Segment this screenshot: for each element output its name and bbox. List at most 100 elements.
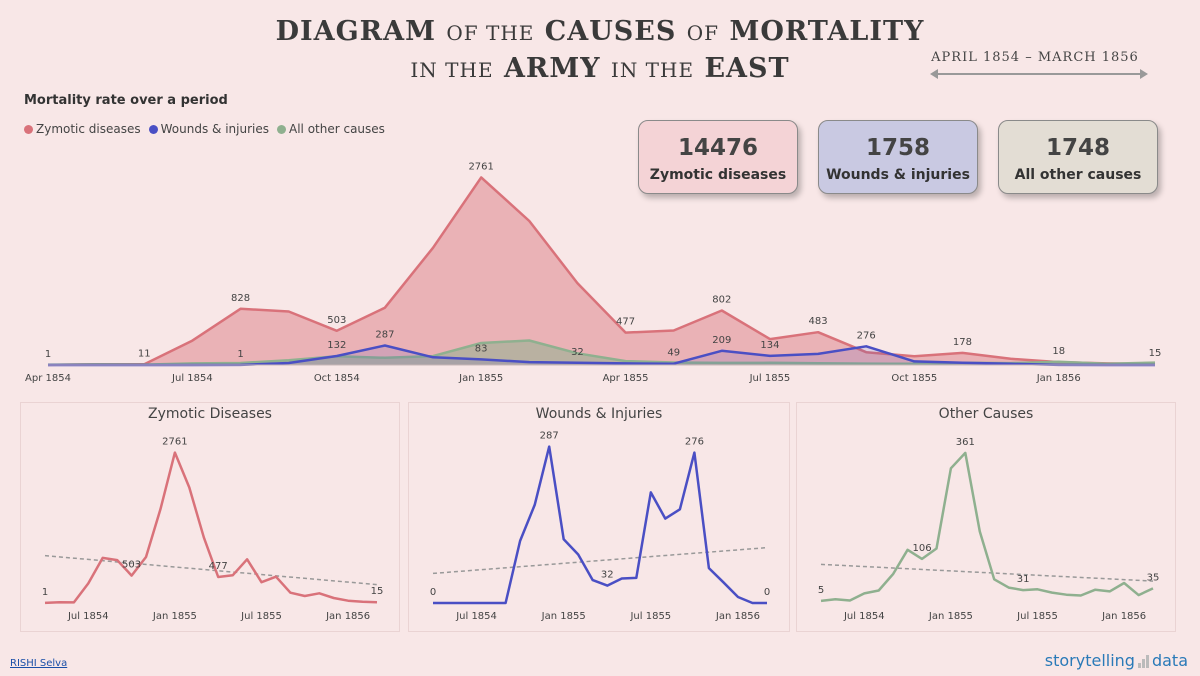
x-tick-label: Jan 1856 <box>1036 373 1081 384</box>
title-word: OF <box>686 21 720 45</box>
x-tick-label: Jul 1854 <box>171 373 213 384</box>
data-label: 503 <box>122 560 141 571</box>
legend-dot <box>148 124 158 134</box>
data-label: 32 <box>571 347 584 358</box>
main-chart-legend: Zymotic diseases Wounds & injuries All o… <box>24 122 385 136</box>
x-tick-label: Jan 1855 <box>152 611 197 622</box>
data-label: 1 <box>42 587 48 598</box>
panel-wounds: Wounds & Injuries Jul 1854 Jan 1855 Jul 18… <box>408 402 790 632</box>
x-tick-label: Apr 1855 <box>603 373 649 384</box>
kpi-value: 1758 <box>865 135 930 161</box>
x-tick-label: Jan 1856 <box>1101 611 1146 622</box>
series-line <box>433 445 767 605</box>
series-line <box>47 176 1156 367</box>
data-label: 276 <box>685 437 704 448</box>
series-line <box>820 451 1154 603</box>
data-label: 18 <box>1052 346 1065 357</box>
data-label: 178 <box>953 337 972 348</box>
data-label: 287 <box>375 330 394 341</box>
data-label: 134 <box>760 340 779 351</box>
series-line <box>44 451 378 605</box>
data-label: 503 <box>327 315 346 326</box>
author-link[interactable]: RISHI Selva <box>10 658 68 669</box>
legend-label: Wounds & injuries <box>160 122 269 136</box>
wounds-line-chart: Jul 1854 Jan 1855 Jul 1855 Jan 1856 0 287 32 27… <box>430 431 770 622</box>
brand-text: data <box>1151 651 1188 670</box>
page-title: DIAGRAM OF THE CAUSES OF MORTALITY IN TH… <box>240 14 960 88</box>
kpi-label: Wounds & injuries <box>826 167 970 183</box>
data-label: 0 <box>430 587 436 598</box>
data-label: 15 <box>1149 348 1162 359</box>
legend-dot <box>24 124 33 134</box>
data-label: 802 <box>712 295 731 306</box>
data-label: 287 <box>540 431 559 442</box>
double-arrow-icon <box>930 69 1148 79</box>
bar-chart-icon <box>1137 654 1149 668</box>
title-word: IN THE <box>610 58 695 82</box>
kpi-card-zymotic: 14476 Zymotic diseases <box>638 120 798 194</box>
data-label: 2761 <box>468 161 493 172</box>
data-label: 477 <box>616 317 635 328</box>
data-label: 828 <box>231 293 250 304</box>
x-tick-label: Jan 1855 <box>928 611 973 622</box>
data-label: 5 <box>818 585 824 596</box>
period-label: APRIL 1854 – MARCH 1856 <box>931 50 1139 65</box>
data-label: 83 <box>475 343 488 354</box>
data-label: 35 <box>1147 572 1160 583</box>
data-label: 209 <box>712 335 731 346</box>
data-label: 11 <box>138 348 151 359</box>
kpi-value: 1748 <box>1045 135 1110 161</box>
legend-label: All other causes <box>289 122 385 136</box>
x-tick-label: Apr 1854 <box>25 373 71 384</box>
x-tick-label: Jul 1855 <box>749 373 791 384</box>
data-label: 106 <box>912 543 931 554</box>
x-tick-label: Jul 1854 <box>67 611 109 622</box>
data-label: 31 <box>1017 574 1030 585</box>
data-label: 49 <box>667 348 680 359</box>
main-chart-title: Mortality rate over a period <box>24 93 228 108</box>
kpi-card-wounds: 1758 Wounds & injuries <box>818 120 978 194</box>
kpi-card-other: 1748 All other causes <box>998 120 1158 194</box>
legend-item[interactable]: Zymotic diseases <box>24 122 141 136</box>
panel-other: Other Causes Jul 1854 Jan 1855 Jul 1855 Jan… <box>796 402 1176 632</box>
brand-logo: storytelling data <box>1045 651 1188 670</box>
data-label: 1 <box>45 349 51 360</box>
legend-item[interactable]: Wounds & injuries <box>148 122 269 136</box>
trend-line <box>820 563 1154 582</box>
data-label: 361 <box>956 437 975 448</box>
data-label: 32 <box>601 570 614 581</box>
kpi-value: 14476 <box>677 135 759 161</box>
title-word: ARMY <box>503 53 601 84</box>
x-tick-label: Jul 1855 <box>629 611 671 622</box>
title-word: OF THE <box>446 21 535 45</box>
x-tick-label: Jan 1856 <box>715 611 760 622</box>
x-tick-label: Oct 1854 <box>314 373 360 384</box>
panel-title: Wounds & Injuries <box>535 406 663 422</box>
kpi-label: All other causes <box>1014 167 1142 183</box>
data-label: 1 <box>237 349 243 360</box>
zymotic-line-chart: Jul 1854 Jan 1855 Jul 1855 Jan 1856 1 503 2761… <box>42 437 384 622</box>
data-label: 276 <box>857 330 876 341</box>
title-word: DIAGRAM <box>275 16 436 47</box>
x-tick-label: Jan 1855 <box>458 373 503 384</box>
area-fill <box>48 177 1155 365</box>
brand-text: storytelling <box>1044 651 1135 670</box>
data-label: 15 <box>371 586 384 597</box>
x-tick-label: Oct 1855 <box>891 373 937 384</box>
x-tick-label: Jan 1856 <box>325 611 370 622</box>
x-tick-label: Jul 1855 <box>240 611 282 622</box>
x-tick-label: Jul 1854 <box>843 611 885 622</box>
legend-dot <box>277 124 286 134</box>
panel-zymotic: Zymotic Diseases Jul 1854 Jan 1855 Jul 185… <box>20 402 400 632</box>
data-label: 0 <box>764 587 770 598</box>
legend-item[interactable]: All other causes <box>277 122 385 136</box>
title-word: CAUSES <box>544 16 677 47</box>
x-tick-label: Jan 1855 <box>541 611 586 622</box>
legend-label: Zymotic diseases <box>36 122 141 136</box>
title-word: MORTALITY <box>729 16 925 47</box>
title-word: EAST <box>704 53 790 84</box>
data-label: 483 <box>809 316 828 327</box>
title-word: IN THE <box>410 58 494 82</box>
kpi-label: Zymotic diseases <box>649 167 787 183</box>
data-label: 2761 <box>162 437 187 448</box>
